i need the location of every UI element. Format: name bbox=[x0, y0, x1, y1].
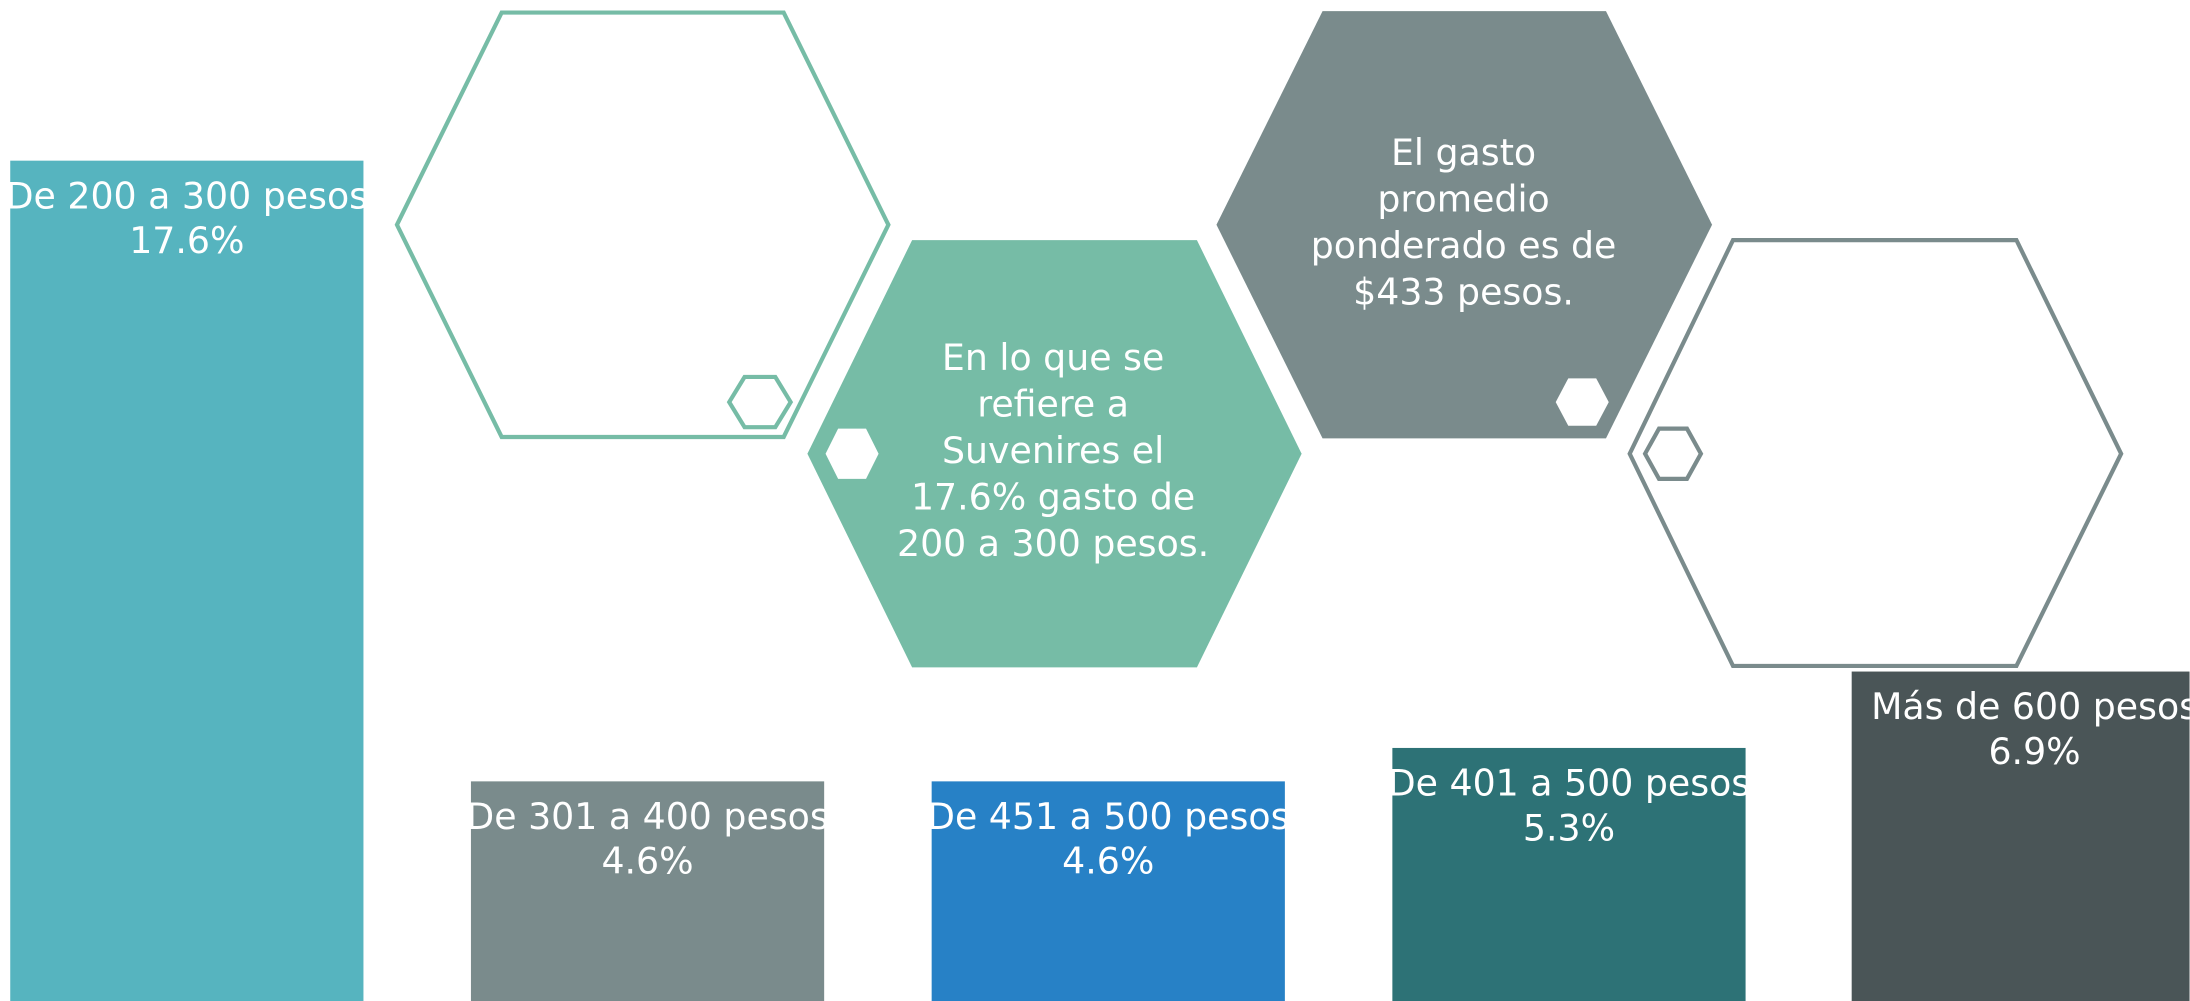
annotation-line: promedio bbox=[1377, 177, 1549, 220]
hexagon-gray bbox=[1216, 11, 1713, 439]
bar bbox=[931, 781, 1285, 1001]
small-hexagon bbox=[1555, 378, 1609, 426]
category-label: De 200 a 300 pesos bbox=[6, 174, 368, 217]
hexagon-outline bbox=[394, 10, 891, 440]
value-label: 6.9% bbox=[1988, 730, 2080, 773]
value-label: 4.6% bbox=[1062, 840, 1154, 883]
small-hexagon bbox=[1642, 426, 1704, 481]
value-label: 5.3% bbox=[1523, 806, 1615, 849]
bar bbox=[1851, 671, 2190, 1001]
annotation-line: $433 pesos. bbox=[1353, 270, 1574, 313]
annotation-line: En lo que se bbox=[942, 336, 1164, 379]
category-label: De 401 a 500 pesos bbox=[1388, 762, 1750, 805]
value-label: 17.6% bbox=[129, 219, 244, 262]
hexagon-outline bbox=[1627, 238, 2124, 669]
small-hexagon bbox=[825, 428, 879, 479]
annotation-line: Suvenires el bbox=[942, 429, 1164, 472]
annotation-line: ponderado es de bbox=[1311, 224, 1617, 267]
hexagon-green bbox=[807, 240, 1302, 668]
annotation-line: 17.6% gasto de bbox=[911, 476, 1195, 519]
category-label: De 451 a 500 pesos bbox=[927, 795, 1289, 838]
category-label: De 301 a 400 pesos bbox=[466, 795, 828, 838]
category-label: Más de 600 pesos bbox=[1871, 685, 2190, 728]
small-hexagon bbox=[726, 374, 794, 430]
bar bbox=[1392, 747, 1746, 1001]
annotation-line: 200 a 300 pesos. bbox=[897, 522, 1209, 565]
annotation-line: El gasto bbox=[1391, 131, 1536, 174]
bar bbox=[10, 160, 364, 1001]
annotation-line: refiere a bbox=[977, 383, 1129, 426]
bar bbox=[470, 781, 825, 1001]
value-label: 4.6% bbox=[601, 840, 693, 883]
